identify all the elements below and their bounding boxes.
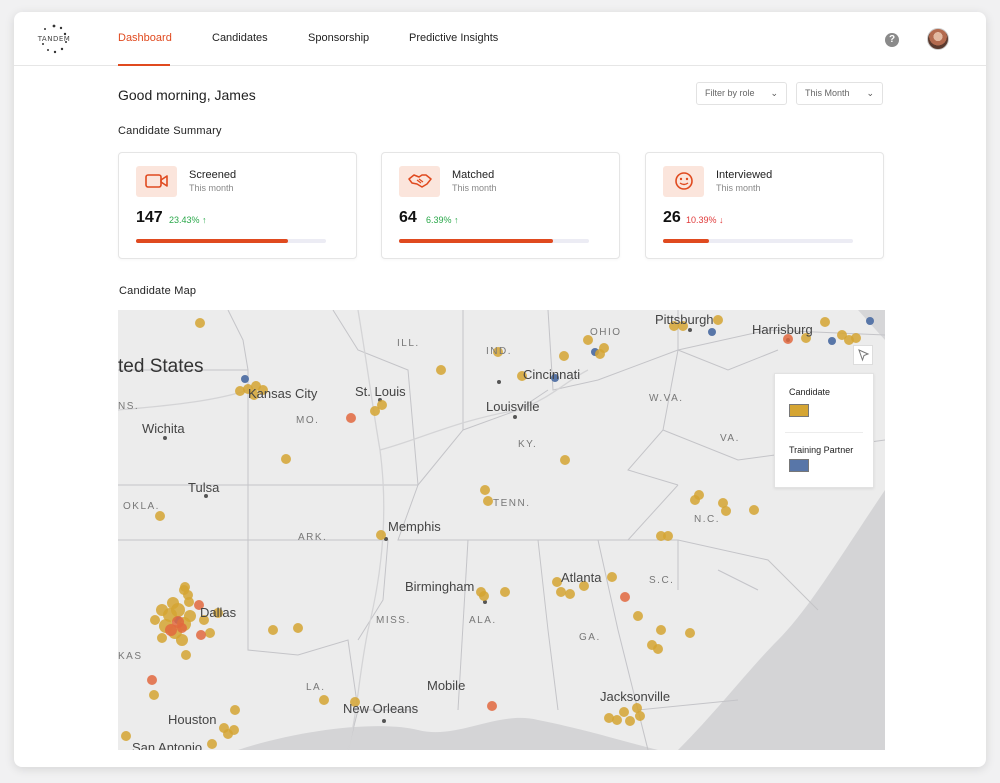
legend-divider [785, 432, 863, 433]
city-label: New Orleans [343, 701, 419, 716]
card-subtitle: This month [189, 183, 234, 193]
legend-partner-label: Training Partner [789, 445, 854, 455]
progress-bar [663, 239, 853, 243]
city-label: Wichita [142, 421, 185, 436]
candidate-summary-title: Candidate Summary [118, 125, 222, 137]
card-value: 26 [663, 209, 681, 226]
progress-bar [399, 239, 589, 243]
country-label: ted States [118, 356, 204, 377]
city-label: Tulsa [188, 480, 220, 495]
interviewed-card[interactable]: Interviewed This month 26 10.39% ↓ [645, 152, 884, 259]
city-label: Kansas City [248, 386, 318, 401]
candidate-markers [121, 315, 861, 749]
state-label: MO. [296, 415, 320, 426]
state-label: ALA. [469, 615, 497, 626]
nav-tab-candidates[interactable]: Candidates [212, 32, 268, 44]
active-tab-indicator [118, 64, 170, 66]
state-label: KAS [118, 651, 143, 662]
city-label: Memphis [388, 519, 441, 534]
user-avatar[interactable] [927, 28, 949, 50]
city-label: Atlanta [561, 570, 602, 585]
map-legend: Candidate Training Partner [774, 373, 874, 488]
legend-candidate-label: Candidate [789, 387, 831, 397]
gulf-of-mexico [238, 717, 658, 750]
city-label: Pittsburgh [655, 312, 714, 327]
progress-bar [136, 239, 326, 243]
logo-text: TANDEM [37, 35, 71, 43]
chevron-down-icon: ⌄ [770, 88, 778, 98]
hotspot-markers [147, 334, 793, 711]
chevron-down-icon: ⌄ [866, 88, 874, 98]
app-window: TANDEM Dashboard Candidates Sponsorship … [14, 12, 986, 767]
logo-dots-icon [42, 24, 67, 54]
progress-bar-fill [136, 239, 288, 243]
tandem-logo[interactable]: TANDEM [36, 24, 72, 54]
nav-tab-predictive-insights[interactable]: Predictive Insights [409, 32, 499, 44]
top-navigation-bar: TANDEM Dashboard Candidates Sponsorship … [14, 12, 986, 66]
state-label: S.C. [649, 575, 675, 586]
city-label: Jacksonville [600, 689, 671, 704]
card-title: Interviewed [716, 169, 773, 181]
state-label: N.C. [694, 514, 720, 525]
time-period-dropdown[interactable]: This Month ⌄ [796, 82, 883, 105]
card-change: 10.39% ↓ [686, 215, 724, 225]
nav-tab-sponsorship[interactable]: Sponsorship [308, 32, 370, 44]
card-subtitle: This month [452, 183, 497, 193]
state-label: W.VA. [649, 393, 684, 404]
matched-card[interactable]: Matched This month 64 6.39% ↑ [381, 152, 620, 259]
city-label: Birmingham [405, 579, 475, 594]
card-subtitle: This month [716, 183, 761, 193]
card-change: 6.39% ↑ [426, 215, 459, 225]
training-partner-markers [174, 317, 874, 624]
candidate-map-title: Candidate Map [119, 285, 197, 297]
state-label: IND. [486, 346, 512, 357]
atlantic-ocean [678, 490, 885, 750]
cursor-arrow-icon [858, 349, 870, 362]
greeting-text: Good morning, James [118, 87, 256, 103]
city-label: Mobile [427, 678, 466, 693]
state-label: NS. [118, 401, 140, 412]
state-label: LA. [306, 682, 326, 693]
card-title: Screened [189, 169, 237, 181]
city-label: Houston [168, 712, 217, 727]
progress-bar-fill [663, 239, 709, 243]
city-label: Louisville [486, 399, 540, 414]
state-label: MISS. [376, 615, 411, 626]
time-period-label: This Month [805, 88, 850, 98]
chat-face-icon [663, 166, 704, 197]
state-label: VA. [720, 433, 740, 444]
state-label: TENN. [493, 498, 531, 509]
state-label: OKLA. [123, 501, 160, 512]
state-label: ARK. [298, 532, 328, 543]
video-camera-icon [136, 166, 177, 197]
candidate-map[interactable]: ted States Kansas City St. Louis Wichita… [118, 310, 885, 750]
card-value: 64 [399, 209, 417, 226]
city-label: Cincinnati [523, 367, 581, 382]
city-label: San Antonio [132, 740, 203, 750]
state-label: GA. [579, 632, 601, 643]
city-label: St. Louis [355, 384, 406, 399]
card-value: 147 [136, 209, 163, 226]
state-label: ILL. [397, 338, 420, 349]
help-icon[interactable]: ? [885, 33, 899, 47]
state-label: OHIO [590, 327, 622, 338]
map-base [118, 310, 885, 750]
progress-bar-fill [399, 239, 553, 243]
city-label: Harrisburg [752, 322, 813, 337]
card-change: 23.43% ↑ [169, 215, 207, 225]
screened-card[interactable]: Screened This month 147 23.43% ↑ [118, 152, 357, 259]
state-label: KY. [518, 439, 538, 450]
filter-by-role-dropdown[interactable]: Filter by role ⌄ [696, 82, 787, 105]
handshake-icon [399, 166, 440, 197]
legend-partner-swatch [789, 459, 809, 472]
legend-candidate-swatch [789, 404, 809, 417]
city-label: Dallas [200, 605, 237, 620]
nav-tab-dashboard[interactable]: Dashboard [118, 32, 172, 44]
filter-by-role-label: Filter by role [705, 88, 755, 98]
card-title: Matched [452, 169, 495, 181]
select-tool-button[interactable] [853, 345, 873, 365]
